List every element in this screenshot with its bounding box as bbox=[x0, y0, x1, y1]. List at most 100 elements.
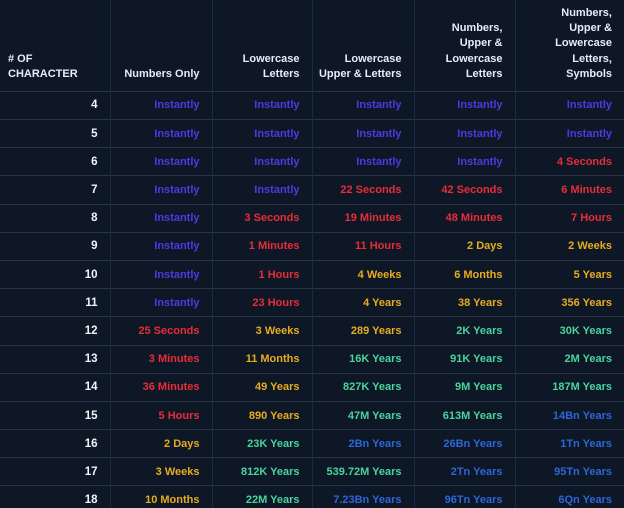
crack-time-cell: 30K Years bbox=[514, 316, 624, 346]
crack-time-cell: 3 Weeks bbox=[109, 457, 212, 486]
char-count-cell: 11 bbox=[0, 288, 110, 317]
crack-time-cell: 5 Years bbox=[514, 259, 624, 289]
table-row: 13 3 Minutes 11 Months 16K Years 91K Years 2M… bbox=[0, 344, 624, 374]
crack-time-cell: Instantly bbox=[211, 147, 312, 176]
crack-time-cell: Instantly bbox=[413, 90, 515, 120]
crack-time-cell: 613M Years bbox=[413, 400, 515, 430]
char-count-cell: 17 bbox=[0, 457, 110, 486]
crack-time-cell: 23K Years bbox=[211, 429, 312, 458]
table-row: 15 5 Hours 890 Years 47M Years 613M Years 14B… bbox=[0, 400, 624, 430]
char-count-cell: 8 bbox=[0, 203, 110, 233]
crack-time-cell: 25 Seconds bbox=[109, 316, 212, 346]
crack-time-cell: 9M Years bbox=[413, 372, 515, 402]
crack-time-cell: 1 Hours bbox=[211, 259, 312, 289]
table-row: 14 36 Minutes 49 Years 827K Years 9M Years 18… bbox=[0, 372, 624, 402]
crack-time-cell: Instantly bbox=[211, 90, 312, 120]
crack-time-cell: Instantly bbox=[514, 90, 624, 120]
table-row: 5 Instantly Instantly Instantly Instantly Ins… bbox=[0, 119, 624, 148]
crack-time-cell: 2M Years bbox=[514, 344, 624, 374]
table-row: 12 25 Seconds 3 Weeks 289 Years 2K Years 30K … bbox=[0, 316, 624, 346]
crack-time-cell: 2 Days bbox=[109, 429, 212, 458]
column-header-1: # OF CHARACTER bbox=[8, 52, 78, 80]
char-count-cell: 7 bbox=[0, 175, 110, 205]
crack-time-cell: 14Bn Years bbox=[514, 400, 624, 430]
table-row: 18 10 Months 22M Years 7.23Bn Years 96Tn Yea… bbox=[0, 485, 624, 508]
crack-time-cell: 187M Years bbox=[514, 372, 624, 402]
crack-time-cell: 2Tn Years bbox=[413, 457, 515, 486]
column-header-4: Lowercase Upper & Letters bbox=[311, 0, 414, 92]
table-row: 11 Instantly 23 Hours 4 Years 38 Years 356 Ye… bbox=[0, 288, 624, 317]
crack-time-cell: 812K Years bbox=[211, 457, 312, 486]
char-count-cell: 9 bbox=[0, 231, 110, 261]
crack-time-cell: 356 Years bbox=[514, 288, 624, 317]
crack-time-cell: 2K Years bbox=[413, 316, 515, 346]
crack-time-cell: Instantly bbox=[211, 175, 312, 205]
crack-time-cell: 4 Seconds bbox=[514, 147, 624, 176]
crack-time-cell: 3 Seconds bbox=[211, 203, 312, 233]
column-header-5: Numbers, Upper & Lowercase Letters bbox=[413, 0, 515, 92]
char-count-cell: 18 bbox=[0, 485, 110, 508]
crack-time-cell: 1 Minutes bbox=[211, 231, 312, 261]
crack-time-cell: 7 Hours bbox=[514, 203, 624, 233]
table-row: 8 Instantly 3 Seconds 19 Minutes 48 Minutes 7… bbox=[0, 203, 624, 233]
crack-time-cell: 4 Years bbox=[311, 288, 414, 317]
crack-time-cell: 11 Months bbox=[211, 344, 312, 374]
crack-time-cell: Instantly bbox=[311, 119, 414, 148]
crack-time-cell: 96Tn Years bbox=[413, 485, 515, 508]
char-count-cell: 15 bbox=[0, 400, 110, 430]
crack-time-cell: Instantly bbox=[109, 288, 212, 317]
crack-time-cell: Instantly bbox=[109, 119, 212, 148]
crack-time-cell: 19 Minutes bbox=[311, 203, 414, 233]
crack-time-cell: Instantly bbox=[413, 119, 515, 148]
crack-time-cell: 2Bn Years bbox=[311, 429, 414, 458]
crack-time-cell: 3 Weeks bbox=[211, 316, 312, 346]
crack-time-cell: 890 Years bbox=[211, 400, 312, 430]
table-row: 17 3 Weeks 812K Years 539.72M Years 2Tn Year… bbox=[0, 457, 624, 486]
char-count-cell: 5 bbox=[0, 119, 110, 148]
crack-time-cell: Instantly bbox=[109, 175, 212, 205]
crack-time-cell: 6 Minutes bbox=[514, 175, 624, 205]
char-count-cell: 12 bbox=[0, 316, 110, 346]
column-header-2: Numbers Only bbox=[109, 0, 212, 92]
char-count-cell: 16 bbox=[0, 429, 110, 458]
table-row: 6 Instantly Instantly Instantly Instantly 4 S… bbox=[0, 147, 624, 176]
char-count-cell: 14 bbox=[0, 372, 110, 402]
char-count-cell: 13 bbox=[0, 344, 110, 374]
crack-time-cell: 7.23Bn Years bbox=[311, 485, 414, 508]
crack-time-cell: 38 Years bbox=[413, 288, 515, 317]
crack-time-cell: 2 Days bbox=[413, 231, 515, 261]
crack-time-cell: Instantly bbox=[109, 231, 212, 261]
crack-time-cell: 4 Weeks bbox=[311, 259, 414, 289]
crack-time-cell: 23 Hours bbox=[211, 288, 312, 317]
crack-time-cell: 16K Years bbox=[311, 344, 414, 374]
crack-time-cell: Instantly bbox=[109, 203, 212, 233]
crack-time-cell: 1Tn Years bbox=[514, 429, 624, 458]
column-header-6: Numbers, Upper & Lowercase Letters, Symb… bbox=[514, 0, 624, 92]
crack-time-cell: 2 Weeks bbox=[514, 231, 624, 261]
table-row: 7 Instantly Instantly 22 Seconds 42 Seconds 6… bbox=[0, 175, 624, 205]
table-header-row: # OF CHARACTER Numbers Only Lowercase Lett… bbox=[0, 0, 624, 92]
crack-time-cell: 827K Years bbox=[311, 372, 414, 402]
crack-time-cell: Instantly bbox=[109, 147, 212, 176]
crack-time-cell: 49 Years bbox=[211, 372, 312, 402]
crack-time-cell: 36 Minutes bbox=[109, 372, 212, 402]
crack-time-cell: 42 Seconds bbox=[413, 175, 515, 205]
crack-time-cell: 539.72M Years bbox=[311, 457, 414, 486]
crack-time-cell: 3 Minutes bbox=[109, 344, 212, 374]
crack-time-cell: 22M Years bbox=[211, 485, 312, 508]
crack-time-cell: 5 Hours bbox=[109, 400, 212, 430]
crack-time-cell: 10 Months bbox=[109, 485, 212, 508]
char-count-cell: 10 bbox=[0, 259, 110, 289]
char-count-cell: 6 bbox=[0, 147, 110, 176]
crack-time-cell: Instantly bbox=[514, 119, 624, 148]
crack-time-cell: 22 Seconds bbox=[311, 175, 414, 205]
crack-time-cell: Instantly bbox=[109, 90, 212, 120]
table-row: 10 Instantly 1 Hours 4 Weeks 6 Months 5 Years bbox=[0, 259, 624, 289]
table-row: 9 Instantly 1 Minutes 11 Hours 2 Days 2 Weeks bbox=[0, 231, 624, 261]
crack-time-cell: Instantly bbox=[311, 147, 414, 176]
table-row: 16 2 Days 23K Years 2Bn Years 26Bn Years 1Tn … bbox=[0, 429, 624, 458]
crack-time-cell: 48 Minutes bbox=[413, 203, 515, 233]
crack-time-cell: 6 Months bbox=[413, 259, 515, 289]
table-row: 4 Instantly Instantly Instantly Instantly Ins… bbox=[0, 90, 624, 120]
